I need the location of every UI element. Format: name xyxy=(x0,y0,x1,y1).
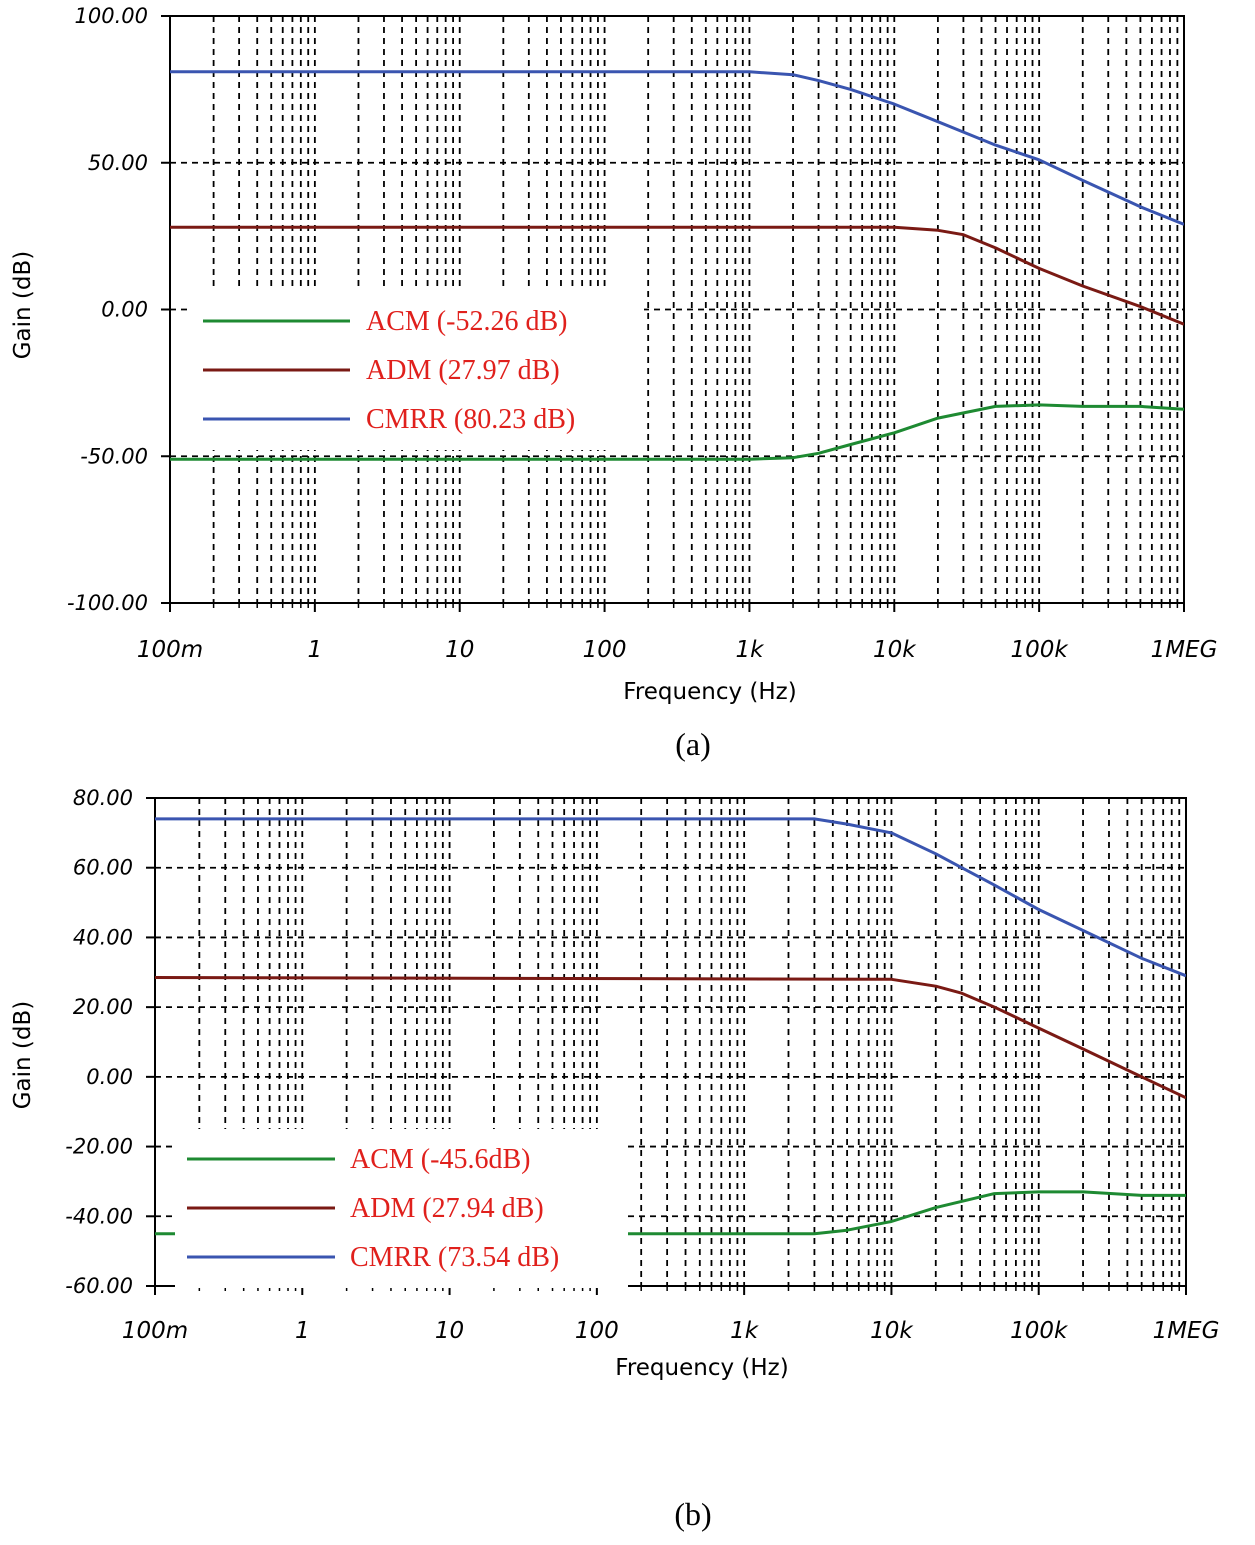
x-tick-label: 1k xyxy=(730,1318,760,1344)
y-tick-label: 50.00 xyxy=(88,151,148,175)
y-tick-label: 60.00 xyxy=(73,856,133,880)
chart-panel-b: -60.00 -40.00 -20.00 0.00 20.00 40.00 60.00 80.… xyxy=(0,775,1255,1545)
series-line-acm xyxy=(155,1190,1186,1236)
x-tick-label: 100m xyxy=(137,637,203,663)
chart-b-svg: -60.00 -40.00 -20.00 0.00 20.00 40.00 60.00 80.… xyxy=(10,786,1220,1532)
subfigure-label-a: (a) xyxy=(675,726,711,762)
y-tick-label: -50.00 xyxy=(80,444,148,468)
x-tick-label: 100k xyxy=(1010,1318,1069,1344)
plot-frame-b xyxy=(154,797,1187,1287)
x-tick-label: 10k xyxy=(870,1318,914,1344)
series-line-cmrr xyxy=(170,70,1184,226)
x-axis-title: Frequency (Hz) xyxy=(615,1355,788,1381)
y-tick-label: -20.00 xyxy=(65,1135,133,1159)
x-axis-title: Frequency (Hz) xyxy=(623,679,796,705)
series-line-acm xyxy=(170,403,1184,461)
x-tick-label: 10 xyxy=(435,1318,464,1344)
x-tick-label: 10k xyxy=(873,637,917,663)
legend-label-acm: ACM (-52.26 dB) xyxy=(366,306,567,337)
grid-b xyxy=(155,798,1186,1286)
legend-label-cmrr: CMRR (80.23 dB) xyxy=(366,404,575,435)
y-tick-label: -60.00 xyxy=(65,1274,133,1298)
y-tick-label: 80.00 xyxy=(73,786,133,810)
subfigure-label-b: (b) xyxy=(674,1496,711,1532)
legend-label-adm: ADM (27.94 dB) xyxy=(350,1193,544,1224)
x-tick-label: 1MEG xyxy=(1151,637,1218,663)
series-line-adm xyxy=(170,225,1184,326)
y-tick-label: -100.00 xyxy=(67,591,148,615)
y-tick-label: 0.00 xyxy=(101,298,148,322)
y-axis-title: Gain (dB) xyxy=(10,251,36,360)
chart-panel-a: -100.00 -50.00 0.00 50.00 100.00 100m 1 10 100 1k… xyxy=(10,4,1218,762)
x-tick-label: 100 xyxy=(575,1318,619,1344)
y-tick-label: 40.00 xyxy=(73,925,133,949)
x-tick-label: 1 xyxy=(295,1318,310,1344)
x-tick-label: 1MEG xyxy=(1153,1318,1220,1344)
x-tick-label: 1 xyxy=(308,637,323,663)
y-axis-title: Gain (dB) xyxy=(10,1001,36,1110)
y-tick-label: 0.00 xyxy=(86,1065,133,1089)
chart-a-svg: -100.00 -50.00 0.00 50.00 100.00 100m 1 10 100 1k… xyxy=(10,4,1218,762)
legend-label-adm: ADM (27.97 dB) xyxy=(366,355,560,386)
series-line-adm xyxy=(155,976,1186,1100)
x-tick-label: 100m xyxy=(122,1318,188,1344)
y-tick-label: 20.00 xyxy=(73,995,133,1019)
y-tick-label: 100.00 xyxy=(75,4,148,28)
legend-label-acm: ACM (-45.6dB) xyxy=(350,1144,530,1175)
grid-a xyxy=(170,16,1184,603)
x-tick-label: 100 xyxy=(583,637,627,663)
series-line-cmrr xyxy=(155,817,1186,978)
legend-label-cmrr: CMRR (73.54 dB) xyxy=(350,1242,559,1273)
x-tick-label: 10 xyxy=(445,637,474,663)
x-tick-label: 1k xyxy=(735,637,765,663)
legend-a: ACM (-52.26 dB) ADM (27.97 dB) CMRR (80.23… xyxy=(191,291,644,450)
legend-b: ACM (-45.6dB) ADM (27.94 dB) CMRR (73.54 d… xyxy=(175,1129,628,1288)
y-tick-label: -40.00 xyxy=(65,1204,133,1228)
x-tick-label: 100k xyxy=(1011,637,1070,663)
